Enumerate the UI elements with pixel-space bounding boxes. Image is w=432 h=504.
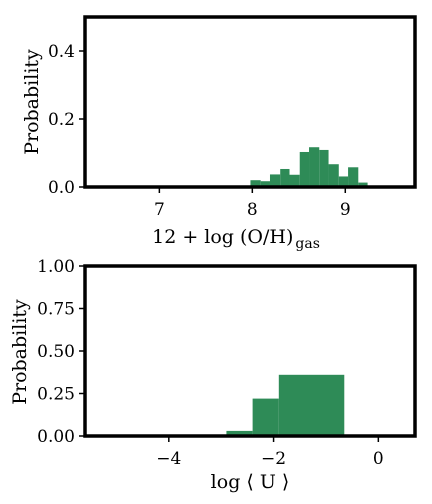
u-bar-1 [252, 398, 279, 436]
u-y-tick-label: 0.50 [37, 342, 75, 362]
oh-y-ticks: 0.0 0.2 0.4 [48, 42, 85, 198]
oh-plot-frame [83, 15, 417, 189]
u-bar-0 [226, 430, 253, 436]
oh-x-tick-label: 9 [340, 200, 351, 220]
oh-bar-7 [299, 151, 310, 187]
oh-bars [222, 147, 368, 187]
oh-x-tick-label: 7 [154, 200, 165, 220]
u-y-tick-label: 1.00 [37, 257, 75, 277]
oh-bar-13 [358, 182, 368, 187]
u-y-tick-label: 0.00 [37, 427, 75, 447]
oh-x-ticks: 7 8 9 [154, 187, 351, 220]
u-bar-2 [278, 374, 345, 436]
oh-x-axis-label-subscript: gas [295, 236, 320, 252]
oh-y-tick-label: 0.0 [48, 178, 75, 198]
u-x-tick-label: −4 [156, 449, 181, 469]
oh-bar-12 [348, 167, 359, 187]
u-y-ticks: 0.00 0.25 0.50 0.75 1.00 [37, 257, 85, 447]
u-x-ticks: −4 −2 0 [156, 436, 384, 469]
oh-x-axis-label: 12 + log (O/H) gas [152, 226, 320, 252]
u-plot-frame [83, 264, 417, 438]
u-x-axis-label: log ⟨ U ⟩ [211, 471, 290, 493]
oh-bar-10 [328, 164, 339, 187]
u-x-tick-label: −2 [261, 449, 286, 469]
oh-bar-6 [289, 174, 300, 187]
oh-y-tick-label: 0.4 [48, 42, 75, 62]
oh-y-axis-label: Probability [21, 49, 43, 155]
u-y-tick-label: 0.75 [37, 300, 75, 320]
oh-bar-9 [319, 149, 329, 187]
u-x-tick-label: 0 [373, 449, 384, 469]
u-y-tick-label: 0.25 [37, 385, 75, 405]
u-histogram-panel: −4 −2 0 0.00 0.25 0.50 0.75 1.00 log ⟨ U ⟩ Pro… [9, 257, 417, 493]
oh-bar-11 [338, 176, 349, 187]
oh-bar-4 [269, 174, 281, 187]
u-bars [226, 374, 345, 436]
oh-y-tick-label: 0.2 [48, 110, 75, 130]
u-y-axis-label: Probability [9, 299, 31, 405]
oh-bar-8 [309, 147, 320, 187]
oh-x-tick-label: 8 [247, 200, 258, 220]
oh-bar-3 [260, 181, 270, 187]
oh-bar-2 [250, 180, 261, 187]
oh-histogram-panel: 7 8 9 0.0 0.2 0.4 12 + log (O/H) gas Probabil… [21, 15, 417, 252]
oh-bar-5 [280, 168, 290, 187]
